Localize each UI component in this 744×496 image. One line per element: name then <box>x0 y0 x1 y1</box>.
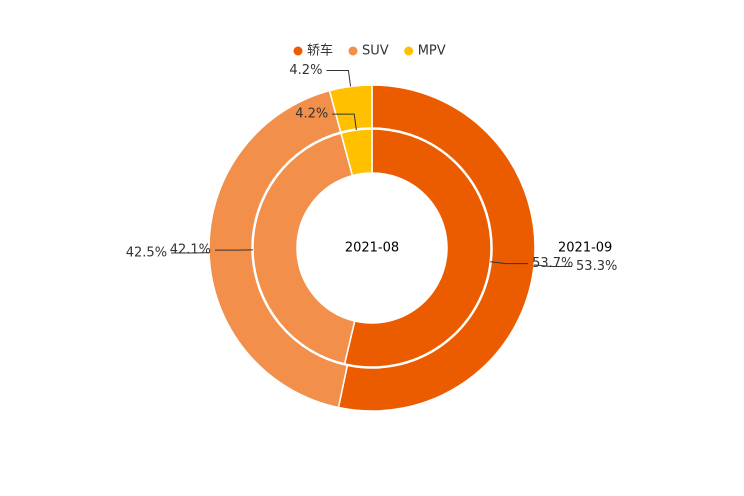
data-label: 42.5% <box>126 246 167 261</box>
data-label: 4.2% <box>289 63 322 78</box>
data-label: 42.1% <box>170 243 211 258</box>
legend-label: MPV <box>418 44 446 59</box>
legend-marker <box>293 46 303 56</box>
donut-slice <box>337 84 536 412</box>
legend-label: 轿车 <box>307 43 333 59</box>
donut-slice <box>340 128 373 177</box>
series-name: 2021-09 <box>558 241 612 256</box>
leader-line <box>326 70 352 87</box>
data-label: 53.7% <box>532 256 573 271</box>
donut-slice <box>208 89 349 409</box>
donut-slice <box>252 132 356 365</box>
donut-slice <box>328 84 373 134</box>
series-name: 2021-08 <box>345 241 399 256</box>
legend-marker <box>348 46 358 56</box>
leader-line <box>332 113 357 131</box>
legend-label: SUV <box>362 44 389 59</box>
data-label: 53.3% <box>576 259 617 274</box>
data-label: 4.2% <box>295 107 328 122</box>
donut-slice <box>343 128 492 368</box>
legend-marker <box>404 46 414 56</box>
leader-line <box>534 264 573 268</box>
leader-line <box>490 261 529 265</box>
